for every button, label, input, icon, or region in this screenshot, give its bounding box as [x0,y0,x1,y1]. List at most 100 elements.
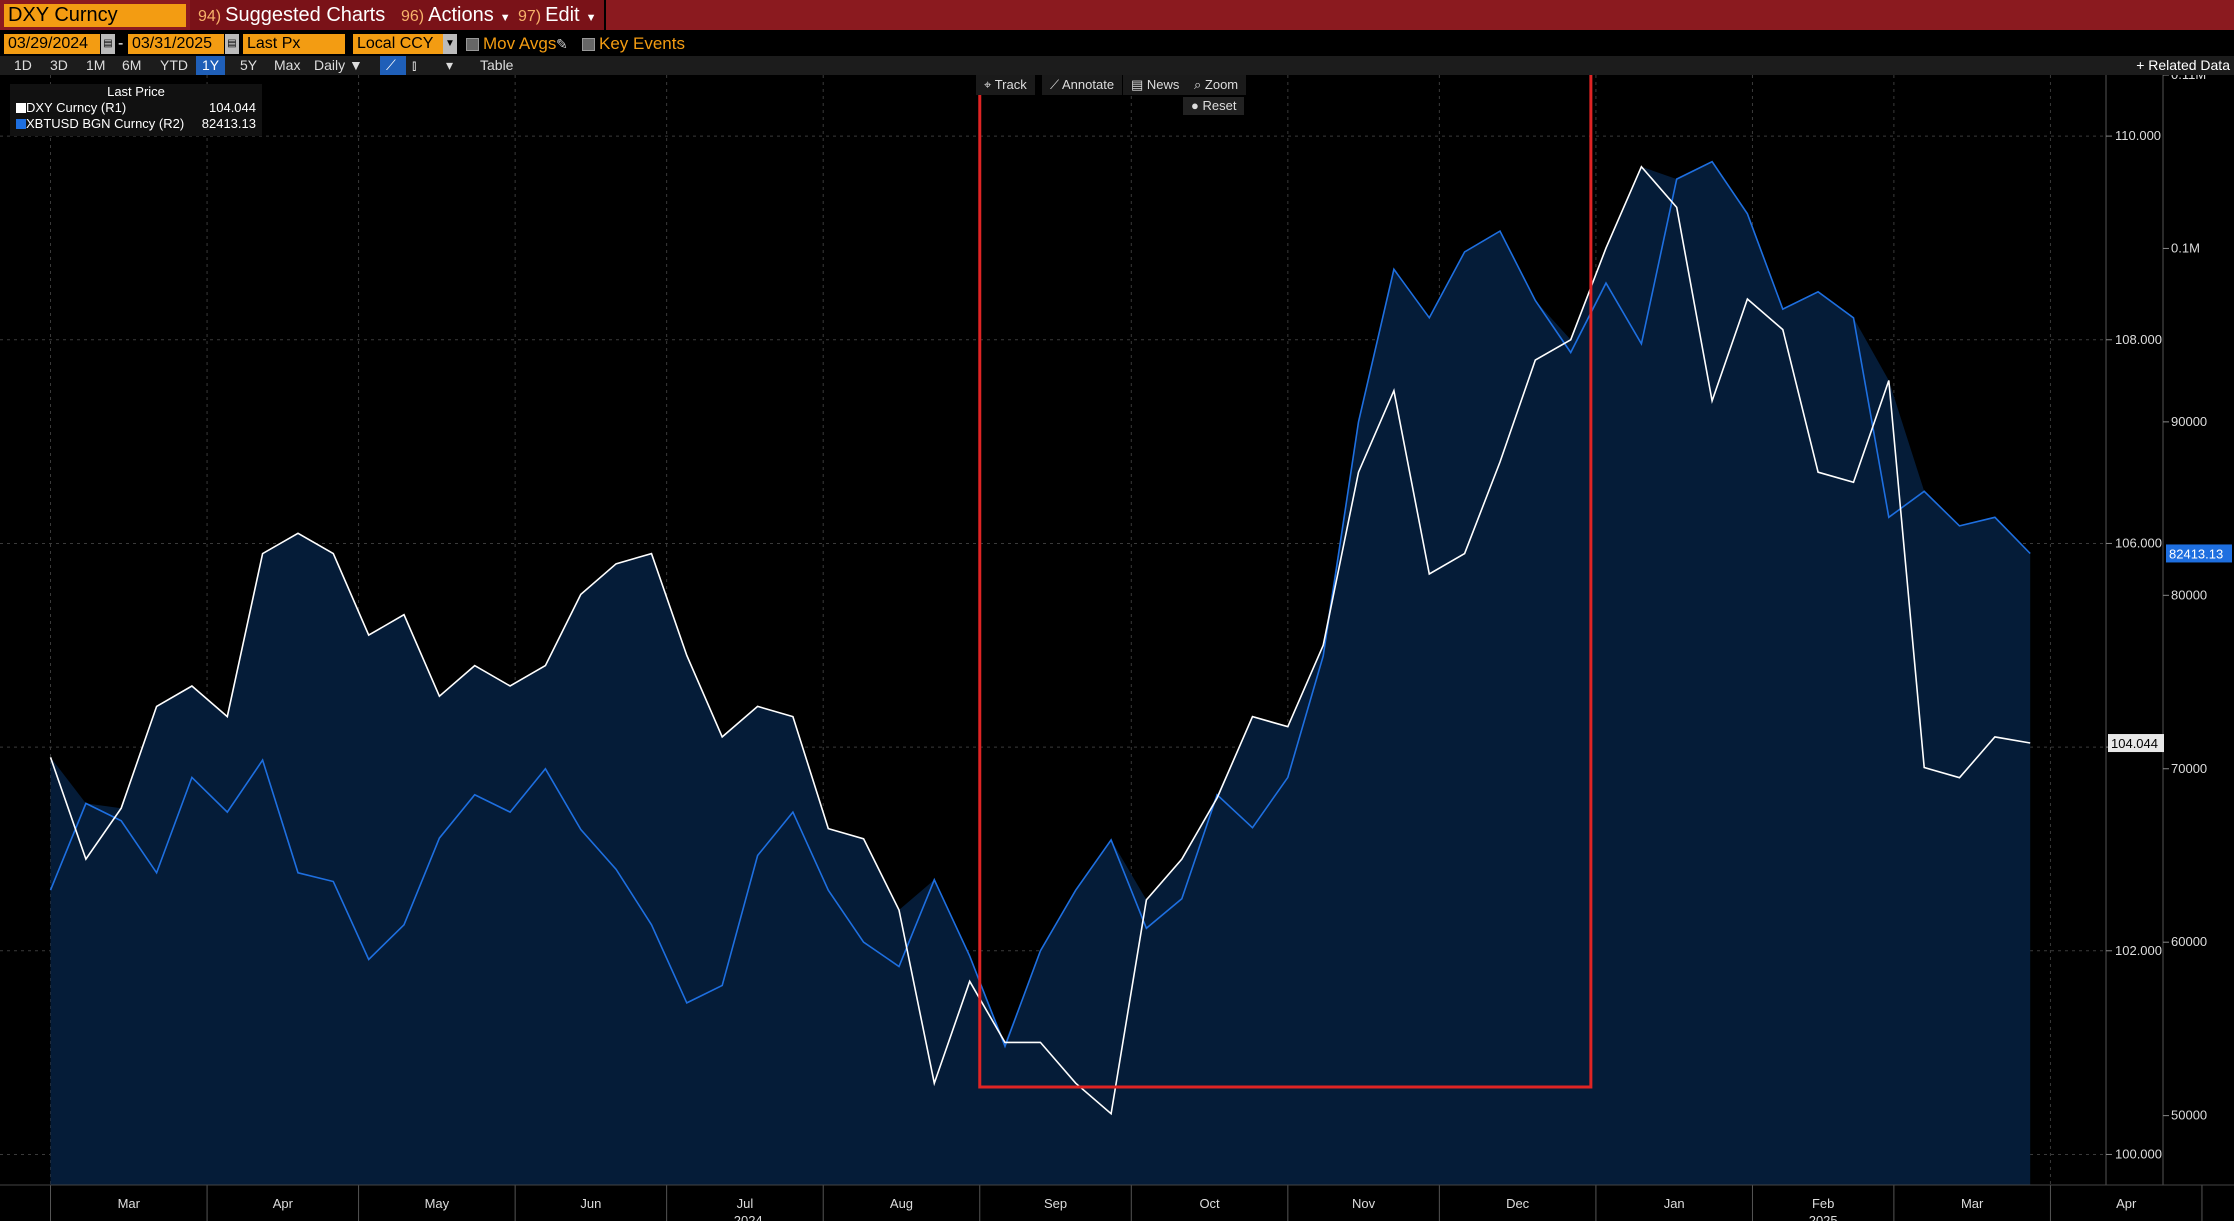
x-tick-label: Feb [1812,1196,1834,1211]
menu-label: Edit [545,4,580,26]
xbt-price-line [49,160,2031,1049]
chevron-down-icon: ▼ [349,57,363,73]
news-icon: ▤ [1131,77,1147,92]
x-tick-label: Apr [273,1196,294,1211]
table-button[interactable]: Table [480,57,514,73]
legend-series-name: XBTUSD BGN Curncy (R2) [26,116,185,131]
key-events-checkbox[interactable] [582,38,595,51]
chart-legend: Last Price DXY Curncy (R1) 104.044 XBTUS… [10,84,262,136]
x-tick-label: Aug [890,1196,913,1211]
annotate-label: Annotate [1062,77,1115,92]
period-row [0,56,2234,75]
annotate-button[interactable]: ⟋ Annotate [1042,75,1123,95]
crosshair-icon: ⌖ [984,77,995,92]
reset-icon: ● [1191,98,1203,113]
menu-label: Actions [428,4,494,26]
frequency-label: Daily [314,57,346,73]
mov-avgs-checkbox[interactable] [466,38,479,51]
x-tick-label: Jan [1664,1196,1685,1211]
end-date-field[interactable]: 03/31/2025 [128,34,224,54]
x-tick-label: Dec [1506,1196,1530,1211]
chevron-down-icon[interactable]: ▼ [443,34,457,54]
pencil-icon[interactable]: ✎ [556,36,568,52]
y2-tick-label: 0.11M [2171,75,2206,82]
line-chart-icon[interactable]: ⟋ [380,56,406,75]
xbt-last-badge [2166,544,2232,563]
calendar-icon[interactable]: ▤ [225,34,239,54]
menu-label: Suggested Charts [225,4,386,26]
y1-tick-label: 106.000 [2115,535,2162,550]
bar-chart-icon[interactable]: ⫾ [412,57,417,73]
x-tick-label: Mar [118,1196,141,1211]
start-date-field[interactable]: 03/29/2024 [4,34,100,54]
legend-swatch [16,103,26,113]
x-year-label: 2025 [1809,1213,1838,1221]
xbt-area-fill [50,161,2031,1185]
track-label: Track [994,77,1027,92]
y2-tick-label: 90000 [2171,414,2207,429]
y2-tick-label: 80000 [2171,587,2207,602]
period-1m[interactable]: 1M [86,57,106,73]
frequency-selector[interactable]: Daily ▼ [308,56,369,75]
legend-swatch [16,119,26,129]
legend-series-value: 104.044 [209,100,256,115]
period-ytd[interactable]: YTD [160,57,188,73]
period-3d[interactable]: 3D [50,57,68,73]
currency-selector[interactable]: Local CCY [353,34,443,54]
period-1y[interactable]: 1Y [196,56,226,75]
news-button[interactable]: ▤ News [1123,75,1188,95]
zoom-button[interactable]: ⌕ Zoom [1186,75,1247,95]
x-tick-label: Nov [1352,1196,1376,1211]
price-chart[interactable]: Mar Apr May Jun Jul Aug Sep Oct Nov Dec Jan Feb Mar A… [0,75,2234,1221]
key-events-label: Key Events [599,34,685,53]
related-data-button[interactable]: + Related Data [2132,56,2234,75]
date-separator: - [118,35,124,52]
caret-down-icon: ▼ [585,12,597,24]
x-tick-label: Jun [580,1196,601,1211]
field-selector[interactable]: Last Px [243,34,345,54]
period-6m[interactable]: 6M [122,57,142,73]
period-5y[interactable]: 5Y [240,57,258,73]
y2-tick-label: 0.1M [2171,240,2200,255]
dxy-last-label: 104.044 [2111,736,2158,751]
x-tick-label: May [425,1196,450,1211]
y2-tick-label: 70000 [2171,761,2207,776]
period-max[interactable]: Max [274,57,301,73]
actions-menu[interactable]: 96) Actions ▼ [393,0,521,30]
y2-tick-label: 50000 [2171,1108,2207,1123]
pencil-icon: ⟋ [1050,77,1062,92]
legend-item-xbt[interactable]: XBTUSD BGN Curncy (R2) 82413.13 [10,116,262,132]
y2-tick-label: 60000 [2171,934,2207,949]
y1-tick-label: 108.000 [2115,332,2162,347]
legend-series-value: 82413.13 [201,116,256,131]
reset-button[interactable]: ● Reset [1183,97,1245,115]
dxy-last-badge [2108,734,2164,753]
menu-number: 97) [518,8,542,25]
reset-label: Reset [1202,98,1237,113]
news-label: News [1146,77,1180,92]
calendar-icon[interactable]: ▤ [101,34,115,54]
chart-axes: Mar Apr May Jun Jul Aug Sep Oct Nov Dec Jan Feb Mar A… [0,75,2234,1221]
x-tick-label: Mar [1961,1196,1984,1211]
legend-item-dxy[interactable]: DXY Curncy (R1) 104.044 [10,100,262,116]
xbt-last-label: 82413.13 [2169,546,2223,561]
chart-marks: 104.044 82413.13 [2108,544,2232,753]
y1-tick-label: 110.000 [2115,128,2161,143]
zoom-label: Zoom [1204,77,1239,92]
suggested-charts-menu[interactable]: 94)Suggested Charts▼ [190,0,413,30]
x-tick-label: Apr [2116,1196,2137,1211]
ticker-input[interactable]: DXY Curncy [4,4,186,27]
chevron-down-icon[interactable]: ▾ [446,57,454,73]
y1-tick-label: 102.000 [2115,943,2162,958]
legend-series-name: DXY Curncy (R1) [26,100,127,115]
magnifier-icon: ⌕ [1194,77,1205,92]
legend-title: Last Price [107,84,165,99]
x-tick-label: Jul [737,1196,754,1211]
mov-avgs-label: Mov Avgs [483,34,557,53]
period-1d[interactable]: 1D [14,57,32,73]
x-year-label: 2024 [734,1213,763,1221]
edit-menu[interactable]: 97) Edit ▼ [510,0,607,30]
track-button[interactable]: ⌖ Track [976,75,1035,95]
x-tick-label: Sep [1044,1196,1067,1211]
highlight-box [978,75,1593,1089]
